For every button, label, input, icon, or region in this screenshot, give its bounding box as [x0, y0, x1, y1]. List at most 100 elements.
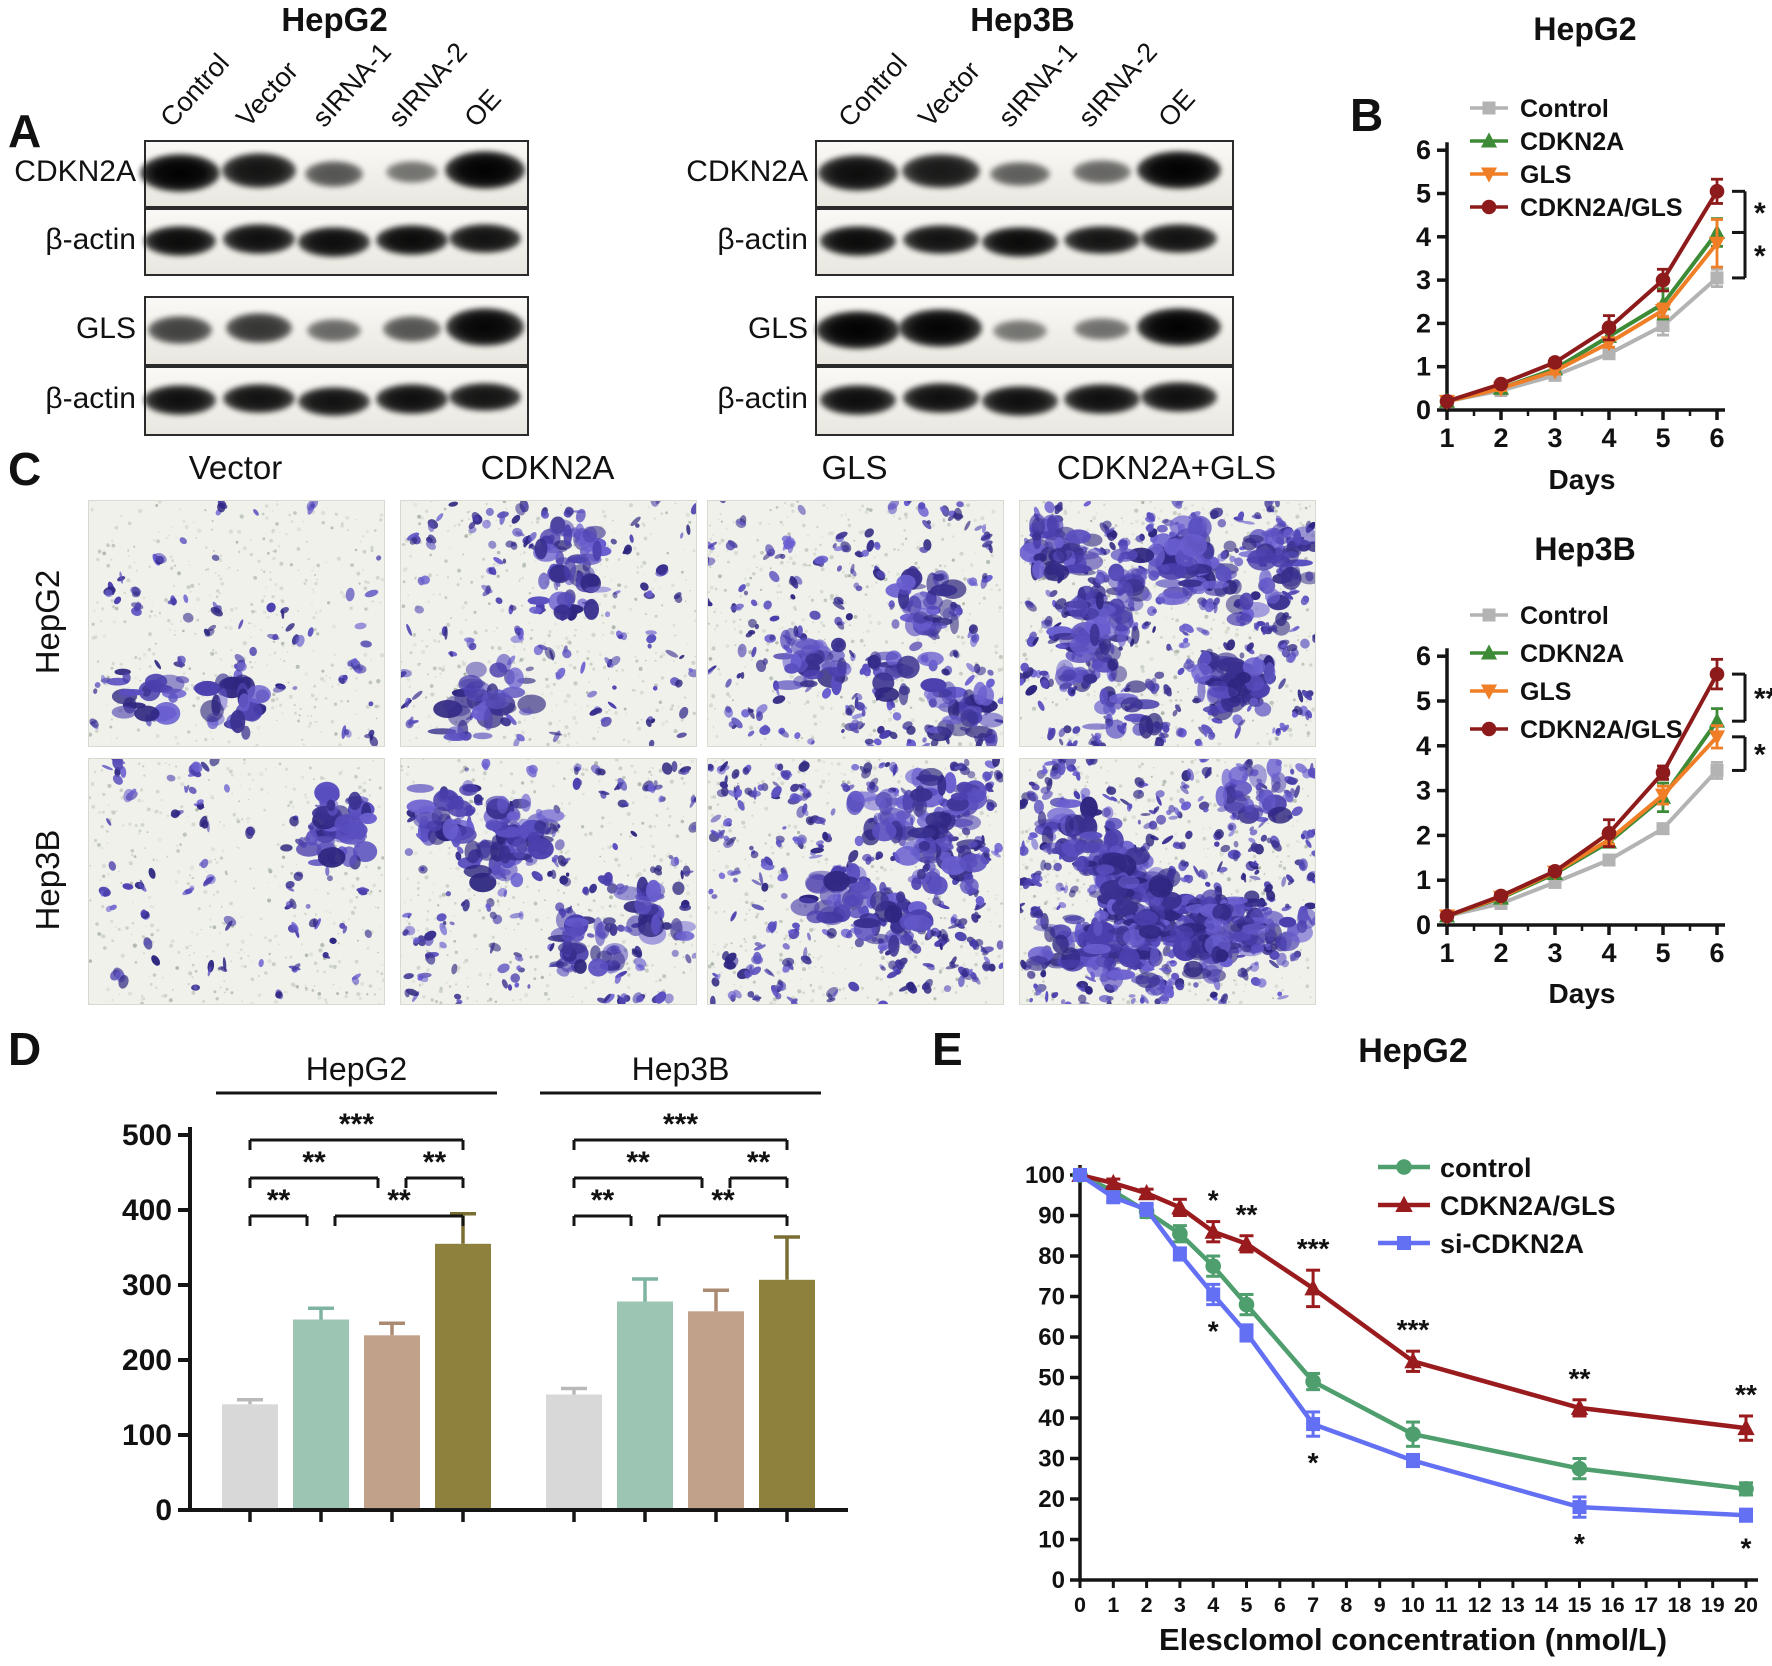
chart-text: *** — [1297, 1233, 1330, 1264]
chart-text: 6 — [1416, 135, 1431, 165]
blot-band — [386, 161, 438, 183]
chart-text: ** — [747, 1146, 771, 1179]
micrograph-hep3b-vector — [88, 758, 385, 1005]
chart-text: ** — [423, 1146, 447, 1179]
chart-text: ** — [1236, 1199, 1258, 1230]
micrograph-hep3b-gls — [707, 758, 1004, 1005]
chart-text: 50 — [1038, 1365, 1065, 1392]
chart-text: 0 — [1052, 1567, 1065, 1594]
blot-band — [144, 226, 216, 256]
chart-text: 2 — [1416, 308, 1431, 338]
blot-band — [449, 382, 521, 412]
blot-band — [382, 316, 442, 342]
chart-text: Days — [1549, 464, 1616, 495]
chart-text: 14 — [1534, 1593, 1558, 1617]
chart-text: 20 — [1734, 1593, 1758, 1617]
chart-text: CDKN2A — [1520, 128, 1624, 156]
chart-text: ** — [387, 1184, 411, 1217]
chart-text: 4 — [1601, 938, 1616, 968]
chart-text: ** — [626, 1146, 650, 1179]
lane-label: OE — [458, 83, 507, 133]
chart-text: 6 — [1416, 641, 1431, 671]
stained-cells — [708, 501, 1003, 746]
blot-band — [820, 385, 896, 415]
stained-cells — [708, 759, 1003, 1004]
chart-text: 4 — [1601, 423, 1616, 453]
lane-label: sIRNA-1 — [992, 36, 1084, 133]
chart-text: * — [1754, 197, 1766, 230]
chart-text: * — [1754, 739, 1766, 772]
chart-text: 18 — [1667, 1593, 1691, 1617]
stained-cells — [98, 759, 378, 1000]
transwell-column-header: CDKN2A — [480, 449, 615, 486]
transwell-column-header: GLS — [821, 449, 888, 486]
micrograph-hepg2-cdkn2a-gls — [1019, 500, 1316, 747]
micrograph-hep3b-cdkn2a — [400, 758, 697, 1005]
chart-text: CDKN2A/GLS — [1520, 194, 1683, 222]
chart-text: 1 — [1107, 1593, 1119, 1617]
blot-band — [1074, 317, 1130, 341]
blot-band — [223, 224, 295, 254]
chart-text: 4 — [1207, 1593, 1219, 1617]
chart-text: HepG2 — [306, 1051, 407, 1087]
chart-text: * — [1574, 1528, 1585, 1559]
chart-text: CDKN2A/GLS — [1440, 1191, 1616, 1221]
transwell-row-label-hepg2: HepG2 — [29, 569, 66, 675]
chart-text: Hep3B — [1534, 531, 1635, 567]
blot-row-label: β-actin — [717, 382, 808, 415]
lane-label: OE — [1152, 83, 1201, 133]
chart-text: 4 — [1416, 731, 1431, 761]
panel-b-growth-charts: 0123456123456DaysA450 OD ValueHepG2Contr… — [1416, 11, 1772, 1009]
stained-cells — [89, 501, 382, 746]
transwell-column-header: Vector — [188, 449, 283, 486]
chart-text: ** — [1569, 1363, 1591, 1394]
blot-band — [902, 153, 980, 189]
blot-band — [899, 309, 983, 347]
blot-band — [990, 161, 1050, 187]
blot-band — [982, 386, 1058, 416]
lane-label: Vector — [912, 55, 986, 133]
chart-text: Control — [1520, 602, 1609, 630]
chart-text: 5 — [1655, 423, 1670, 453]
chart-text: HepG2 — [1358, 1032, 1468, 1070]
blot-band — [449, 223, 521, 253]
stained-cells — [402, 759, 696, 1004]
chart-text: ** — [1735, 1379, 1757, 1410]
chart-text: 40 — [1038, 1405, 1065, 1432]
chart-text: ** — [711, 1184, 735, 1217]
blot-band — [820, 226, 896, 256]
chart-text: 1 — [1439, 938, 1454, 968]
chart-text: 5 — [1655, 938, 1670, 968]
chart-text: 2 — [1493, 423, 1508, 453]
blot-band — [445, 308, 525, 346]
blot-band — [221, 153, 297, 189]
chart-text: 10 — [1038, 1527, 1065, 1554]
micrograph-hepg2-vector — [88, 500, 385, 747]
blot-band — [1064, 384, 1140, 414]
chart-text: 6 — [1274, 1593, 1286, 1617]
blot-band — [903, 383, 979, 413]
blot-band — [376, 384, 448, 414]
chart-text: 0 — [1416, 910, 1431, 940]
chart-text: * — [1208, 1185, 1219, 1216]
chart-text: 500 — [122, 1119, 172, 1152]
chart-text: 17 — [1634, 1593, 1658, 1617]
chart-text: 2 — [1141, 1593, 1153, 1617]
blot-band — [1137, 151, 1221, 189]
chart-text: 13 — [1501, 1593, 1525, 1617]
blot-band — [1137, 308, 1221, 346]
membrane-texture — [89, 759, 384, 1004]
chart-text: *** — [1397, 1314, 1430, 1345]
chart-text: 60 — [1038, 1324, 1065, 1351]
panel-label-c: C — [8, 443, 42, 495]
chart-text: 3 — [1547, 423, 1562, 453]
blot-band — [903, 224, 979, 254]
chart-text: GLS — [1520, 678, 1571, 706]
stained-cells — [1020, 501, 1315, 746]
micrograph-hepg2-gls — [707, 500, 1004, 747]
micrograph-hepg2-cdkn2a — [400, 500, 697, 747]
chart-text: 70 — [1038, 1284, 1065, 1311]
chart-text: 5 — [1416, 686, 1431, 716]
